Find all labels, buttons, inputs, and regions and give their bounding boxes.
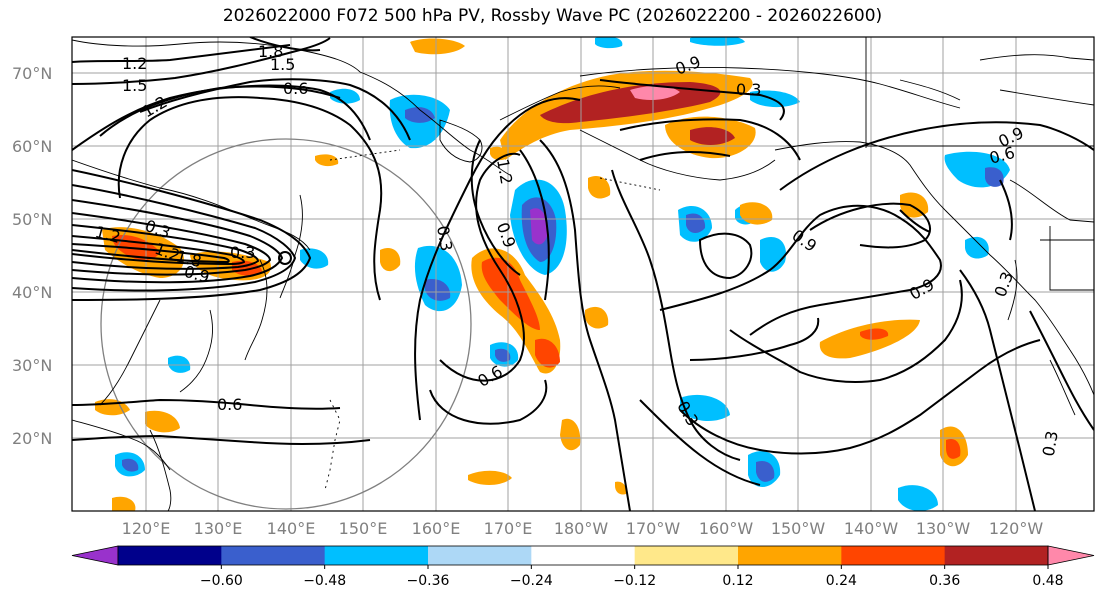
lat-label: 40°N (12, 283, 52, 302)
colorbar-segment (634, 546, 739, 565)
colorbar-tick-label: −0.36 (407, 573, 450, 589)
pv-shading (95, 37, 1010, 511)
colorbar-tick-label: −0.24 (510, 573, 553, 589)
colorbar-tick-label: 0.12 (722, 573, 753, 589)
colorbar: −0.60 −0.48 −0.36 −0.24 −0.12 0.12 0.24 0.36 0.4… (71, 545, 1095, 589)
contour-label: 0.3 (736, 80, 761, 99)
contour-label: 1.5 (270, 55, 295, 74)
lon-label: 140°W (844, 519, 899, 538)
lon-label: 160°W (699, 519, 754, 538)
colorbar-extend-min (71, 545, 119, 566)
latitude-axis: 70°N 60°N 50°N 40°N 30°N 20°N (12, 64, 52, 448)
lat-label: 30°N (12, 356, 52, 375)
colorbar-segment (944, 546, 1049, 565)
lat-label: 70°N (12, 64, 52, 83)
colorbar-tick-label: 0.36 (929, 573, 960, 589)
colorbar-tick-label: −0.12 (613, 573, 656, 589)
lon-label: 120°W (989, 519, 1044, 538)
colorbar-segment (221, 546, 326, 565)
lon-label: 130°E (194, 519, 243, 538)
lon-label: 150°E (339, 519, 388, 538)
lon-label: 180°W (554, 519, 609, 538)
contour-label: 1.2 (122, 54, 147, 73)
contour-label: 0.6 (217, 395, 242, 414)
map-area: 1.2 1.5 1.8 0.6 1.2 0.9 0.3 1.2 0.3 0.9 … (72, 37, 1094, 511)
contour-label: 0.6 (283, 79, 308, 98)
lon-label: 170°E (484, 519, 533, 538)
colorbar-segment (841, 546, 946, 565)
colorbar-segment (324, 546, 429, 565)
range-circle (100, 138, 472, 510)
colorbar-segment (118, 546, 222, 565)
lon-label: 170°W (626, 519, 681, 538)
colorbar-tick-label: −0.48 (303, 573, 346, 589)
lat-label: 20°N (12, 429, 52, 448)
lon-label: 150°W (771, 519, 826, 538)
lon-label: 130°W (916, 519, 971, 538)
lon-label: 160°E (412, 519, 461, 538)
colorbar-outline (117, 545, 1049, 566)
pv-contours (72, 37, 1094, 511)
contour-label: 0.3 (433, 224, 456, 252)
lat-label: 60°N (12, 137, 52, 156)
lon-label: 120°E (122, 519, 171, 538)
contour-label: 0.3 (1039, 429, 1062, 457)
colorbar-segment (738, 546, 842, 565)
colorbar-extend-max (1047, 545, 1095, 566)
colorbar-segment (531, 546, 636, 565)
map-frame (71, 36, 1095, 512)
contour-label: 1.2 (493, 157, 516, 185)
contour-label: 0.3 (230, 243, 255, 262)
longitude-axis: 120°E 130°E 140°E 150°E 160°E 170°E 180°… (122, 519, 1044, 538)
colorbar-tick-label: 0.48 (1032, 573, 1063, 589)
lon-label: 140°E (267, 519, 316, 538)
colorbar-tick-label: −0.60 (200, 573, 243, 589)
contour-label: 1.5 (122, 76, 147, 95)
contour-label: 1.8 (258, 42, 283, 61)
map-title: 2026022000 F072 500 hPa PV, Rossby Wave … (222, 6, 883, 26)
graticule (72, 37, 1094, 511)
colorbar-segment (428, 546, 532, 565)
colorbar-tick-label: 0.24 (826, 573, 857, 589)
lat-label: 50°N (12, 210, 52, 229)
